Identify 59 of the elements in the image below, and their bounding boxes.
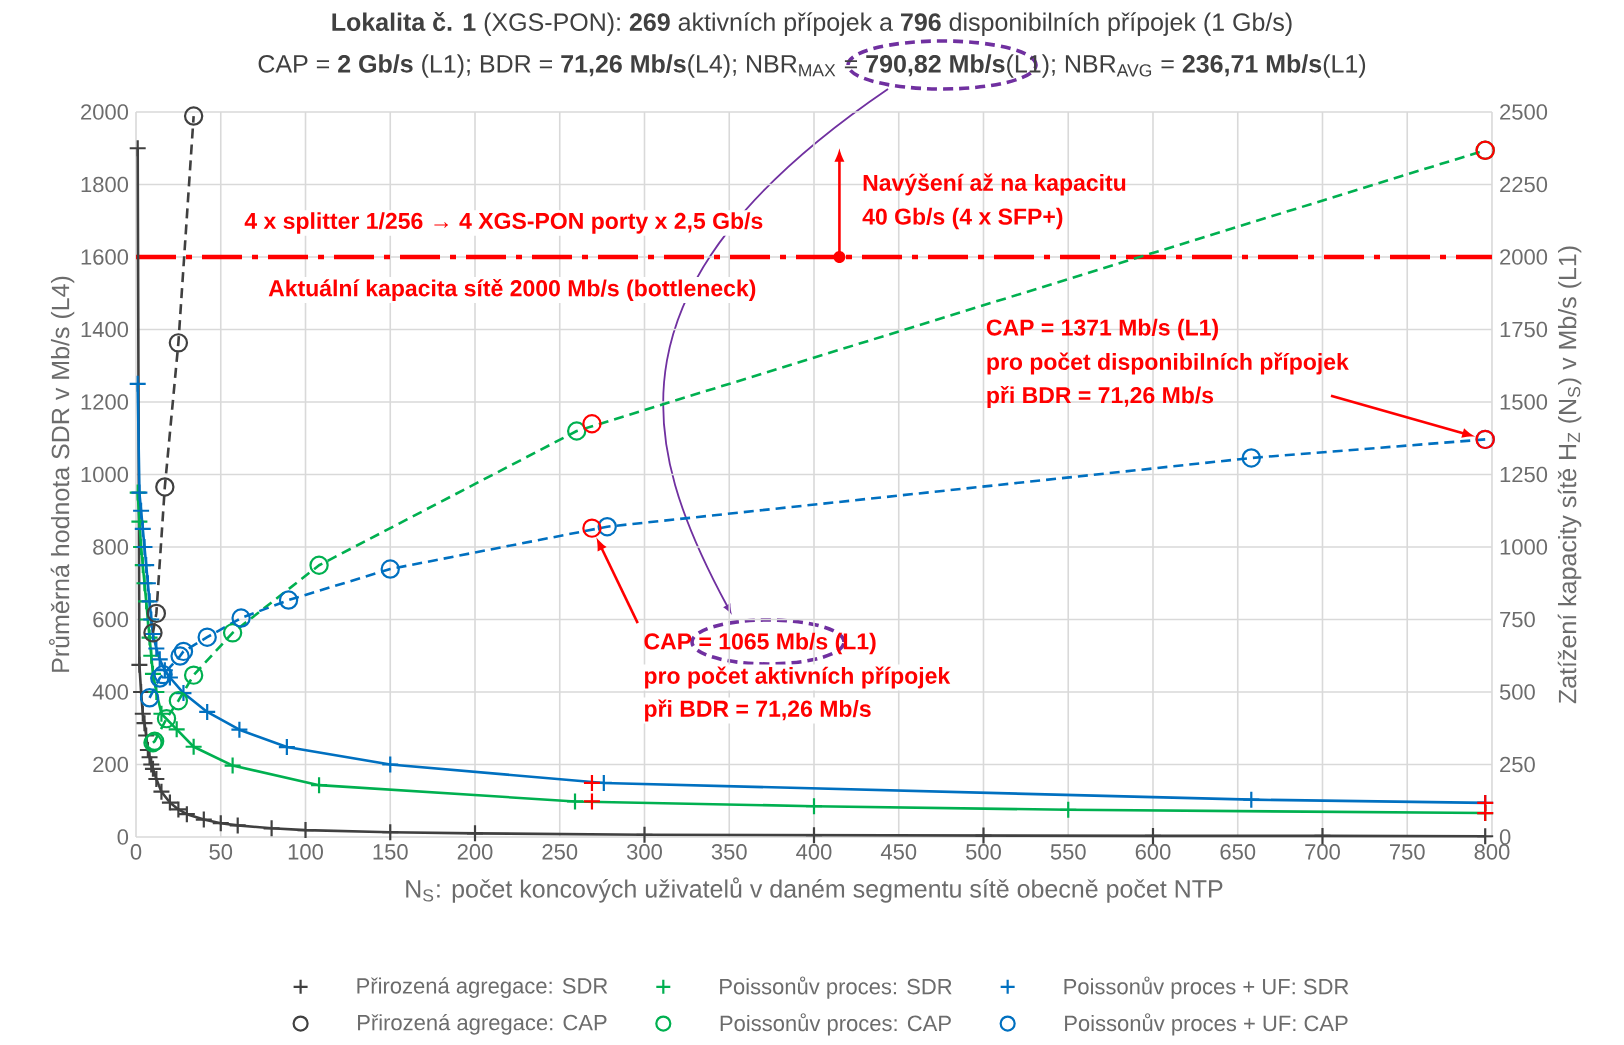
x-tick-label: 250 bbox=[542, 844, 578, 860]
x-tick-label: 750 bbox=[1390, 844, 1425, 860]
x-tick-label: 0 bbox=[130, 844, 142, 860]
x-tick-label: 350 bbox=[711, 844, 747, 860]
y2-tick-label: 1250 bbox=[1500, 466, 1548, 483]
annotation: CAP = 1371 Mb/s (L1) bbox=[986, 318, 1218, 341]
legend-label: Přirozená agregace: CAP bbox=[358, 1013, 607, 1035]
y-tick-label: 400 bbox=[92, 684, 129, 700]
x-tick-label: 650 bbox=[1220, 844, 1256, 860]
y-tick-label: 2000 bbox=[81, 104, 129, 120]
y-tick-label: 1400 bbox=[81, 321, 129, 338]
chart-title: Lokalita č. 1 (XGS-PON): 269 aktivních přípojek a 796 disponibilních přípojek (1 Gb/s) bbox=[332, 12, 1292, 36]
annotation: pro počet aktivních přípojek bbox=[645, 666, 951, 689]
x-tick-label: 150 bbox=[373, 844, 408, 860]
y2-tick-label: 1750 bbox=[1500, 321, 1548, 338]
y2-tick-label: 2250 bbox=[1500, 176, 1548, 193]
y-tick-label: 1000 bbox=[81, 466, 129, 483]
y-tick-label: 200 bbox=[93, 756, 129, 773]
y2-tick-label: 1500 bbox=[1500, 394, 1548, 410]
x-tick-label: 100 bbox=[288, 844, 323, 860]
x-tick-label: 200 bbox=[457, 844, 493, 860]
legend-label: Poissonův proces: CAP bbox=[720, 1013, 951, 1036]
annotation: Navýšení až na kapacitu bbox=[863, 173, 1126, 196]
annotation: při BDR = 71,26 Mb/s bbox=[645, 699, 871, 722]
y2-tick-label: 1000 bbox=[1500, 539, 1548, 555]
x-tick-label: 400 bbox=[796, 844, 832, 860]
annotation: při BDR = 71,26 Mb/s bbox=[987, 385, 1214, 408]
text: CAP = 2 Gb/s (L1); BDR = 71,26 Mb/s(L4); NBR$_{MAX}$ = 790,82 Mb/s(L1); NBR$_{AVG}$ = 236,71 Mb/s(L1) bbox=[258, 54, 1366, 78]
annotation: 40 Gb/s (4 x SFP+) bbox=[862, 207, 1063, 230]
y2-tick-label: 2000 bbox=[1500, 249, 1548, 265]
y2-tick-label: 2500 bbox=[1500, 104, 1548, 120]
y2-tick-label: 750 bbox=[1500, 611, 1535, 628]
y2-axis-title: Zatížení kapacity sítě H$_{Z}$ (N$_{S}$) v Mb/s (L1) bbox=[1557, 246, 1582, 704]
y2-tick-label: 250 bbox=[1500, 756, 1535, 773]
x-tick-label: 300 bbox=[626, 844, 662, 860]
legend-label: Přirozená agregace: SDR bbox=[357, 977, 608, 998]
x-tick-label: 500 bbox=[966, 844, 1001, 860]
y-tick-label: 1800 bbox=[81, 176, 129, 193]
y-tick-label: 0 bbox=[117, 829, 129, 845]
x-tick-label: 450 bbox=[880, 844, 917, 860]
x-axis-title: N$_{S}$: počet koncových uživatelů v daném segmentu sítě obecně počet NTP bbox=[406, 877, 1223, 903]
y-tick-label: 1600 bbox=[81, 249, 129, 265]
x-tick-label: 50 bbox=[209, 844, 233, 860]
annotation: pro počet disponibilních přípojek bbox=[987, 352, 1349, 375]
y2-tick-label: 500 bbox=[1499, 684, 1535, 700]
legend-label: Poissonův proces + UF: CAP bbox=[1065, 1013, 1348, 1036]
x-tick-label: 700 bbox=[1305, 844, 1340, 860]
legend-label: Poissonův proces: SDR bbox=[720, 976, 952, 999]
x-tick-label: 600 bbox=[1135, 844, 1171, 860]
annotation: 4 x splitter 1/256 → 4 XGS-PON porty x 2,5 Gb/s bbox=[244, 212, 763, 234]
y-axis-title: Průměrná hodnota SDR v Mb/s (L4) bbox=[48, 276, 75, 672]
y-tick-label: 600 bbox=[93, 611, 129, 628]
x-tick-label: 550 bbox=[1050, 844, 1086, 860]
y2-tick-label: 0 bbox=[1499, 829, 1511, 845]
annotation: Aktuální kapacita sítě 2000 Mb/s (bottleneck) bbox=[268, 279, 756, 301]
x-tick-label: 800 bbox=[1474, 844, 1510, 860]
y-tick-label: 1200 bbox=[81, 394, 129, 410]
legend-label: Poissonův proces + UF: SDR bbox=[1064, 976, 1349, 999]
y-tick-label: 800 bbox=[93, 539, 129, 555]
